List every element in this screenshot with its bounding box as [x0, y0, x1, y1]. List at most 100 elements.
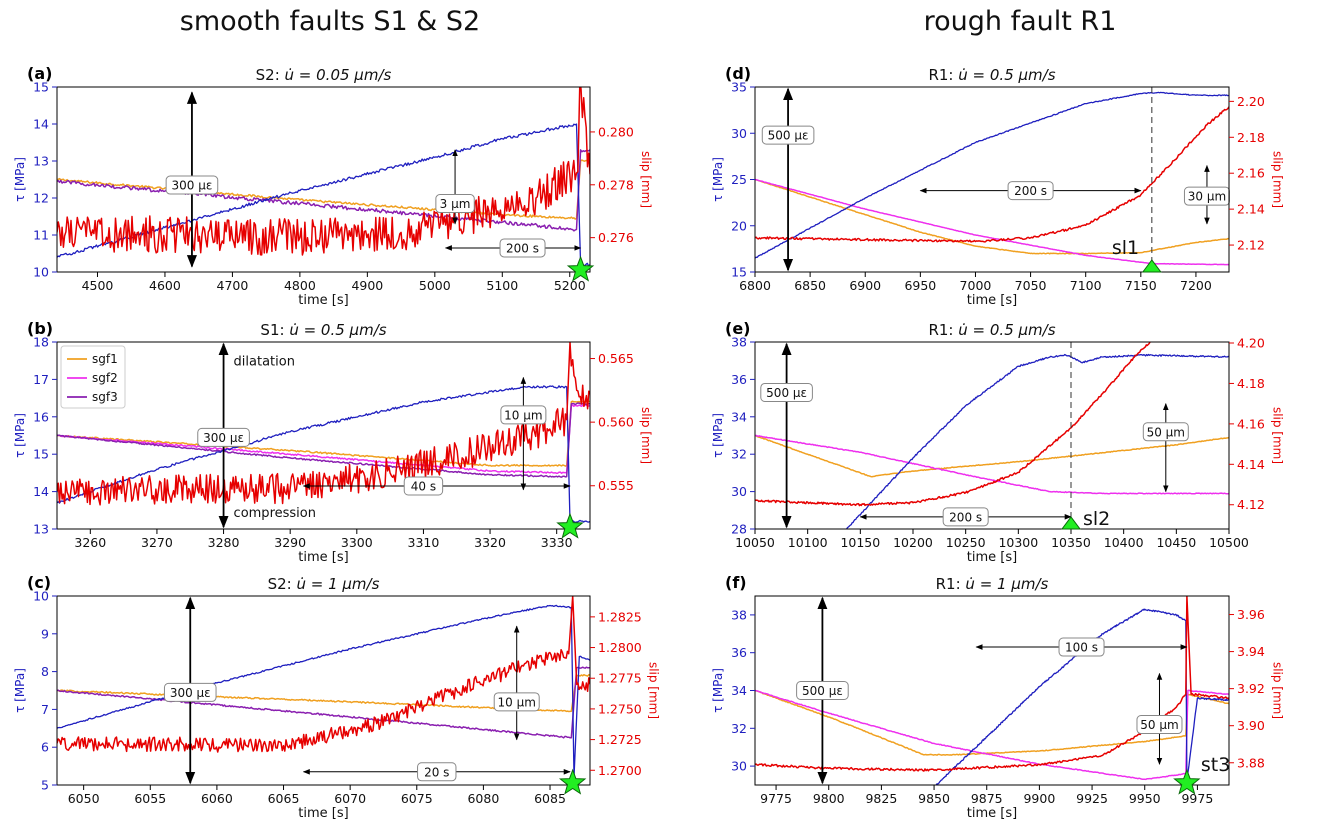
panel-f: 500 με 50 μm 100 s 9775 9800 9825 9850 9875 9900… [711, 573, 1284, 821]
panel-title: R1: u̇ = 0.5 μm/s [928, 321, 1055, 339]
annotation-box [417, 762, 457, 782]
x-tick-label: 10400 [1104, 535, 1144, 550]
x-tick-label: 3260 [74, 535, 106, 550]
x-tick-label: 5100 [486, 278, 518, 293]
x-tick-label: 10300 [998, 535, 1038, 550]
legend-frame [60, 345, 126, 409]
series-tau-line [57, 604, 590, 779]
annotation-box [796, 681, 849, 700]
y-right-tick-label: 4.18 [1237, 376, 1265, 391]
y-left-axis-label: τ [MPa] [711, 157, 725, 202]
y-left-tick-label: 11 [33, 228, 49, 243]
panel-title-prefix: S1: [260, 321, 289, 339]
panel-title: S1: u̇ = 0.5 μm/s [260, 321, 386, 339]
y-left-tick-label: 17 [33, 372, 49, 387]
x-axis-label: time [s] [967, 550, 1017, 565]
series-slip-line [755, 342, 1151, 507]
y-left-tick-label: 36 [731, 372, 747, 387]
panel-label: (e) [725, 319, 750, 338]
panel-label: (f) [725, 573, 747, 592]
y-left-tick-label: 30 [731, 126, 747, 141]
annotation-box [1007, 181, 1054, 201]
annotation-label: 500 με [802, 684, 843, 698]
x-tick-label: 10350 [1051, 535, 1091, 550]
series-slip-line [57, 596, 590, 753]
x-tick-label: 10500 [1209, 535, 1249, 550]
annotation-box [1142, 422, 1189, 442]
x-tick-label: 6050 [68, 791, 100, 806]
annotation-label: 300 με [203, 431, 244, 445]
x-tick-label: 3310 [408, 535, 440, 550]
x-tick-label: 5000 [419, 278, 451, 293]
x-tick-label: 10450 [1156, 535, 1196, 550]
series-slip-line [57, 87, 590, 256]
plot-frame [56, 86, 591, 273]
y-left-tick-label: 20 [731, 218, 747, 233]
panel-title-rate: u̇ = 1 μm/s [965, 575, 1048, 593]
y-left-tick-label: 34 [731, 683, 747, 698]
x-axis-label: time [s] [967, 293, 1017, 308]
y-right-axis-label: slip [mm] [1270, 407, 1284, 464]
event-star-marker [566, 255, 595, 282]
panel-a: 300 με 3 μm 200 s 4500 4600 4700 4800 4900 5000 5… [13, 64, 653, 308]
x-tick-label: 10150 [840, 535, 880, 550]
x-tick-label: 7050 [1015, 278, 1047, 293]
event-star-marker [558, 768, 587, 795]
header-left: smooth faults S1 & S2 [179, 6, 481, 37]
series-group [57, 342, 590, 524]
panel-title-prefix: R1: [936, 575, 966, 593]
annotation-label: 10 μm [504, 408, 542, 422]
y-right-tick-label: 3.92 [1237, 681, 1265, 696]
event-triangle-marker [1141, 259, 1162, 273]
y-right-tick-label: 2.20 [1237, 94, 1265, 109]
x-tick-label: 4600 [149, 278, 181, 293]
y-right-axis-label: slip [mm] [639, 151, 653, 208]
x-tick-label: 9775 [760, 791, 792, 806]
annotation-box [403, 476, 444, 496]
x-tick-label: 9800 [813, 791, 845, 806]
x-tick-label: 7200 [1180, 278, 1212, 293]
y-left-axis-label: τ [MPa] [13, 157, 27, 202]
y-left-tick-label: 15 [731, 265, 747, 280]
annotation-box [165, 175, 219, 195]
plot-frame [754, 86, 1230, 273]
x-tick-label: 3290 [274, 535, 306, 550]
x-tick-label: 7100 [1070, 278, 1102, 293]
y-left-axis-label: τ [MPa] [711, 668, 725, 713]
panel-title-rate: u̇ = 0.5 μm/s [958, 66, 1055, 84]
y-left-axis-label: τ [MPa] [13, 413, 27, 458]
y-left-tick-label: 32 [731, 721, 747, 736]
y-left-axis-label: τ [MPa] [711, 413, 725, 458]
y-right-tick-label: 4.12 [1237, 497, 1265, 512]
x-tick-label: 6850 [794, 278, 826, 293]
annotation-box [435, 194, 475, 214]
header-right: rough fault R1 [923, 6, 1117, 37]
panel-title-rate: u̇ = 1 μm/s [296, 575, 379, 593]
y-right-tick-label: 1.2700 [598, 763, 642, 778]
note-label: dilatation [234, 355, 295, 370]
x-tick-label: 3320 [474, 535, 506, 550]
event-star-marker [1173, 768, 1201, 795]
panel-title-rate: u̇ = 0.5 μm/s [289, 321, 386, 339]
y-right-tick-label: 4.20 [1237, 336, 1265, 351]
x-tick-label: 6070 [334, 791, 366, 806]
y-right-axis-label: slip [mm] [647, 662, 661, 719]
x-tick-label: 6055 [134, 791, 166, 806]
y-left-tick-label: 12 [33, 191, 49, 206]
y-left-tick-label: 25 [731, 172, 747, 187]
x-tick-label: 9950 [1129, 791, 1161, 806]
y-right-tick-label: 2.16 [1237, 166, 1265, 181]
annotation-box [1058, 637, 1105, 657]
annotation-box [499, 238, 546, 258]
x-tick-label: 7150 [1125, 278, 1157, 293]
series-sgf1-line [755, 689, 1229, 756]
x-axis-label: time [s] [967, 806, 1017, 821]
y-left-tick-label: 9 [41, 626, 49, 641]
x-tick-label: 9900 [1023, 791, 1055, 806]
y-left-tick-label: 10 [33, 265, 49, 280]
x-tick-label: 10050 [735, 535, 775, 550]
series-group [755, 91, 1229, 266]
x-tick-label: 7000 [960, 278, 992, 293]
panel-title-prefix: R1: [928, 66, 958, 84]
